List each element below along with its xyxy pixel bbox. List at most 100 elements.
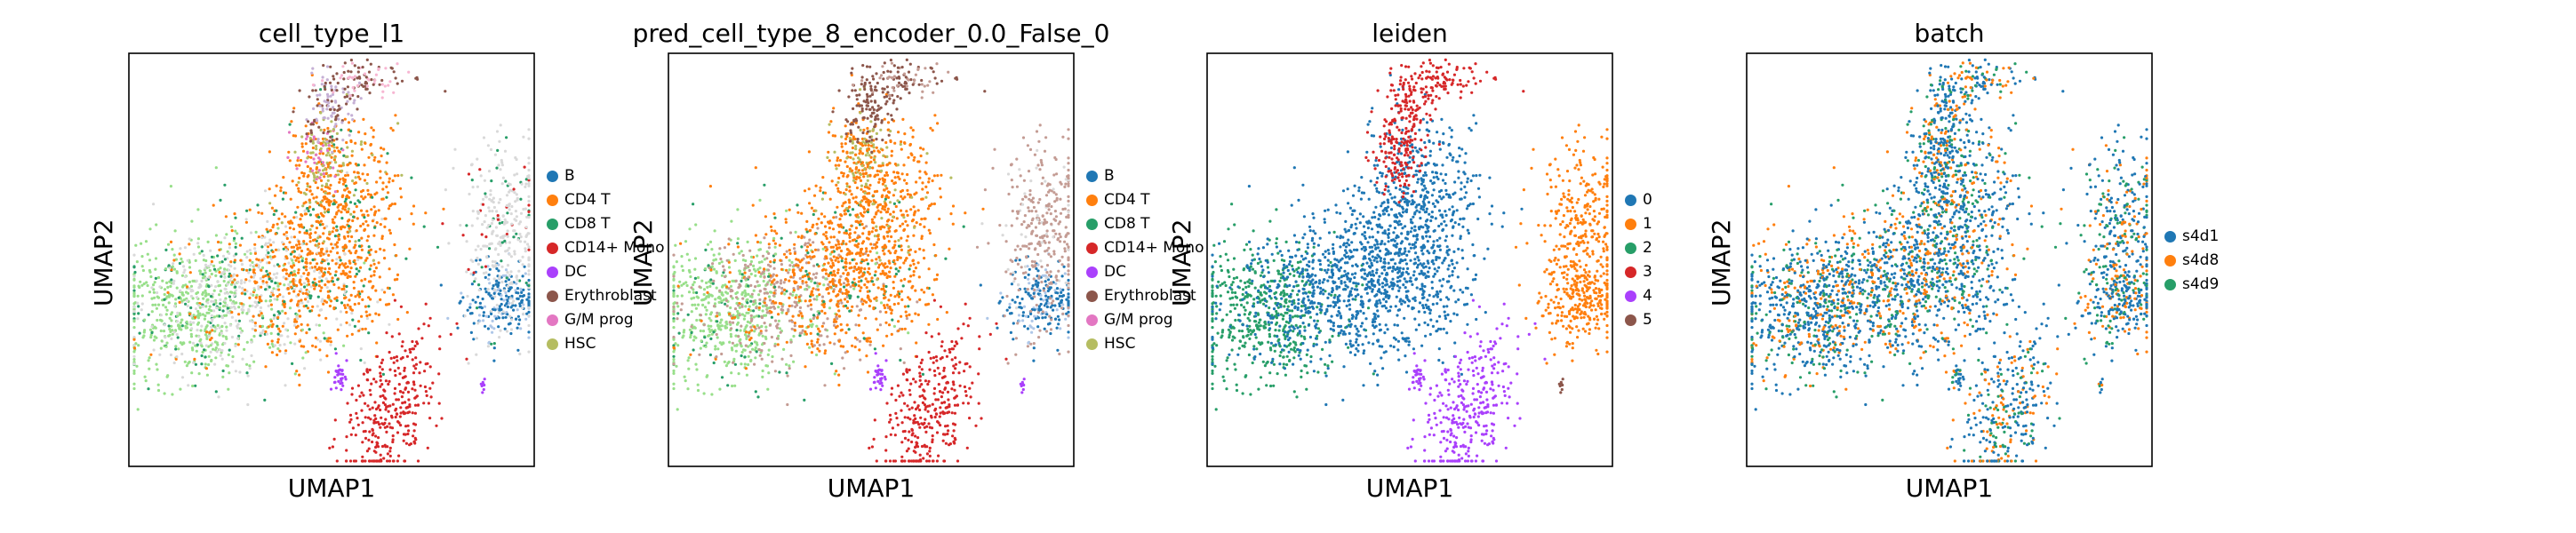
cell-point — [730, 327, 733, 330]
cell-point — [308, 170, 312, 173]
cell-point — [897, 290, 900, 294]
cell-point — [354, 251, 357, 255]
cell-point — [730, 346, 733, 350]
cell-point — [824, 235, 828, 238]
cell-point — [914, 250, 917, 253]
cell-point — [469, 330, 474, 334]
cell-point — [359, 358, 363, 362]
cell-point — [479, 174, 483, 178]
cell-point — [908, 267, 911, 271]
cell-point — [226, 257, 229, 260]
cell-point — [292, 273, 297, 276]
cell-point — [678, 280, 682, 283]
cell-point — [889, 266, 892, 270]
cell-point — [745, 373, 748, 377]
cell-point — [488, 282, 492, 285]
cell-point — [223, 341, 227, 346]
cell-point — [174, 345, 178, 348]
cell-point — [337, 286, 340, 290]
cell-point — [318, 104, 322, 107]
cell-point — [348, 240, 351, 243]
cell-point — [388, 80, 392, 84]
cell-point — [304, 193, 308, 196]
cell-point — [322, 172, 325, 176]
cell-point — [308, 227, 312, 232]
cell-point — [916, 300, 919, 304]
cell-point — [518, 302, 522, 306]
cell-point — [916, 313, 920, 316]
cell-point — [260, 285, 263, 289]
cell-point — [877, 256, 881, 259]
cell-point — [304, 265, 308, 268]
cell-point — [368, 253, 372, 257]
cell-point — [732, 252, 735, 256]
cell-point — [132, 358, 136, 362]
cell-point — [676, 301, 679, 305]
cell-point — [799, 285, 803, 289]
cell-point — [481, 380, 484, 384]
cell-point — [303, 231, 307, 235]
cell-point — [170, 278, 173, 282]
cell-point — [383, 225, 387, 228]
cell-point — [672, 306, 676, 309]
cell-point — [524, 281, 528, 285]
cell-point — [348, 97, 352, 100]
cell-point — [283, 283, 286, 287]
cell-point — [367, 331, 371, 335]
cell-point — [804, 288, 807, 291]
cell-point — [202, 253, 205, 258]
cell-point — [817, 217, 820, 220]
cell-point — [325, 247, 329, 251]
cell-point — [232, 239, 236, 243]
cell-point — [169, 185, 172, 188]
cell-point — [703, 336, 707, 339]
cell-point — [334, 243, 338, 246]
cell-point — [359, 347, 363, 351]
cell-point — [197, 304, 201, 307]
cell-point — [328, 266, 332, 270]
cell-point — [515, 275, 518, 279]
cell-point — [326, 151, 330, 155]
cell-point — [716, 336, 719, 339]
cell-point — [173, 229, 177, 233]
cell-point — [341, 65, 345, 68]
cell-point — [826, 335, 829, 338]
cell-point — [815, 222, 819, 226]
cell-point — [291, 259, 294, 262]
cell-point — [345, 310, 348, 314]
cell-point — [795, 293, 798, 297]
cell-point — [524, 207, 527, 211]
cell-point — [766, 268, 771, 272]
cell-point — [369, 298, 372, 301]
cell-point — [196, 242, 200, 245]
cell-point — [709, 337, 713, 340]
cell-point — [872, 282, 876, 286]
cell-point — [399, 305, 403, 308]
cell-point — [330, 155, 333, 159]
cell-point — [178, 261, 181, 266]
cell-point — [689, 274, 692, 279]
cell-point — [240, 263, 244, 266]
cell-point — [371, 195, 374, 199]
cell-point — [834, 259, 837, 262]
cell-point — [695, 290, 699, 295]
cell-point — [681, 268, 684, 273]
cell-point — [270, 290, 275, 293]
cell-point — [233, 291, 236, 295]
cell-point — [221, 271, 225, 274]
cell-point — [424, 390, 428, 394]
cell-point — [318, 275, 322, 279]
cell-point — [816, 332, 820, 336]
cell-point — [407, 398, 411, 402]
cell-point — [903, 305, 907, 308]
cell-point — [326, 104, 330, 107]
cell-point — [325, 78, 329, 82]
cell-point — [492, 196, 496, 200]
cell-point — [730, 219, 733, 223]
cell-point — [281, 295, 285, 298]
cell-point — [360, 236, 364, 240]
cell-point — [364, 277, 367, 281]
cell-point — [266, 273, 269, 276]
cell-point — [770, 229, 773, 233]
cell-point — [831, 280, 835, 283]
